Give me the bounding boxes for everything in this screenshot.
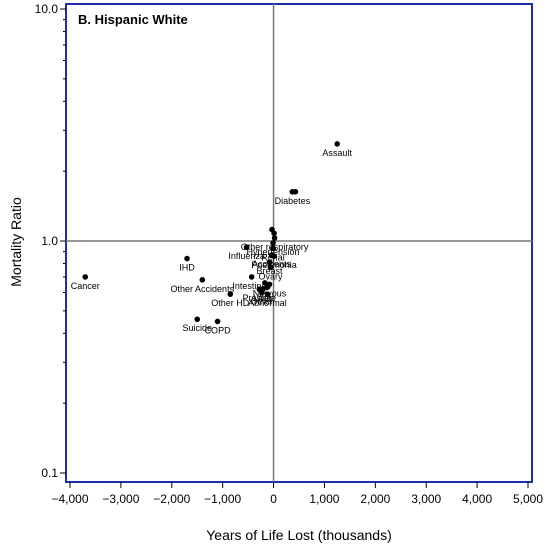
data-point <box>199 277 206 283</box>
y-axis-ticks: 0.1 1.0 10.0 <box>35 2 66 480</box>
data-point <box>243 244 250 251</box>
data-point-label: COPD <box>205 325 232 335</box>
data-point <box>334 141 340 147</box>
data-point <box>271 235 278 241</box>
data-point <box>270 240 276 246</box>
plot-frame <box>65 3 533 483</box>
data-point-label: Other <box>251 296 274 306</box>
panel-title: B. Hispanic White <box>78 12 188 27</box>
data-point-label: Abnormal <box>248 298 287 308</box>
data-point-label: Breast <box>256 266 283 276</box>
data-point <box>82 274 89 280</box>
x-tick-label: 4,000 <box>462 492 492 506</box>
data-point-label: Influenza <box>228 251 265 261</box>
x-tick-label: 1,000 <box>309 492 339 506</box>
data-point <box>292 188 299 195</box>
data-point <box>214 318 221 325</box>
data-point-label: Intestines <box>232 281 271 291</box>
data-point-label: Other Accidents <box>171 284 235 294</box>
data-point-label: Other HD <box>211 298 250 308</box>
data-point <box>194 316 201 323</box>
data-point <box>271 253 277 259</box>
data-point <box>271 230 277 237</box>
data-point-label: Cancer <box>71 281 100 291</box>
data-point <box>270 245 276 252</box>
x-axis-ticks: −4,000 −3,000 −2,000 −1,000 0 1,000 2,000 3,000… <box>51 482 543 506</box>
x-tick-label: −2,000 <box>153 492 190 506</box>
x-tick-label: −4,000 <box>51 492 88 506</box>
x-tick-label: 2,000 <box>360 492 390 506</box>
data-point <box>264 291 271 297</box>
data-point <box>227 291 234 297</box>
data-point <box>184 255 190 262</box>
data-point-label: Hypertension <box>247 247 300 257</box>
data-point-label: Diabetes <box>275 196 311 206</box>
y-tick-label: 0.1 <box>41 466 58 480</box>
data-point <box>266 259 273 266</box>
plot-area <box>65 3 533 483</box>
y-axis-title: Mortality Ratio <box>8 197 24 287</box>
data-point-label: Prostate <box>243 293 277 303</box>
data-point-label: Accidents <box>252 259 292 269</box>
data-point-label: Pneumonia <box>251 260 297 270</box>
x-tick-label: 5,000 <box>513 492 543 506</box>
x-tick-label: −1,000 <box>204 492 241 506</box>
data-point-label: IHD <box>179 263 195 273</box>
data-point <box>267 264 274 271</box>
x-tick-label: 0 <box>270 492 277 506</box>
data-point-label: Ovary <box>258 271 283 281</box>
data-point-label: Suicide <box>182 323 212 333</box>
data-point <box>260 286 266 292</box>
x-tick-label: −3,000 <box>102 492 139 506</box>
data-point <box>262 280 268 286</box>
y-tick-label: 10.0 <box>35 2 59 16</box>
data-point <box>248 274 255 280</box>
y-tick-label: 1.0 <box>41 234 58 248</box>
data-point-label: Assault <box>322 148 352 158</box>
x-tick-label: 3,000 <box>411 492 441 506</box>
x-axis-title: Years of Life Lost (thousands) <box>206 527 392 543</box>
data-point-label: Liver <box>253 293 273 303</box>
